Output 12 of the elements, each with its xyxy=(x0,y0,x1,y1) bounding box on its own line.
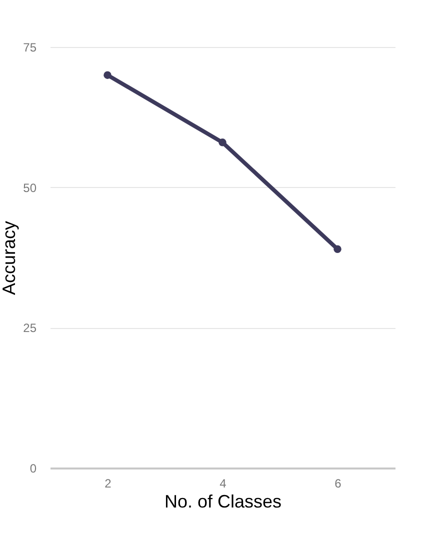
x-tick-label: 6 xyxy=(334,476,342,490)
y-tick-label: 0 xyxy=(30,462,37,476)
y-axis-title: Accuracy xyxy=(0,220,20,296)
y-tick-label: 25 xyxy=(23,321,37,336)
x-tick-label: 2 xyxy=(104,476,112,490)
x-tick-label: 4 xyxy=(220,476,227,490)
y-tick-label: 50 xyxy=(23,180,37,195)
point xyxy=(334,245,342,253)
point xyxy=(104,71,112,79)
y-tick-label: 75 xyxy=(23,40,37,54)
x-axis-title: No. of Classes xyxy=(164,492,282,512)
point xyxy=(218,138,226,146)
